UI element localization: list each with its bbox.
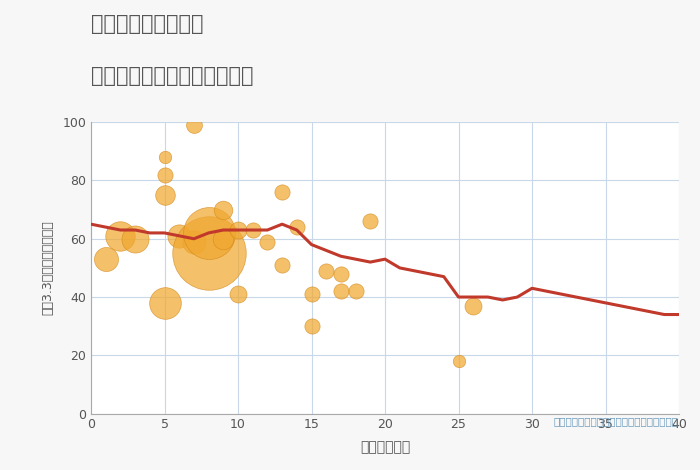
Point <box>188 238 199 245</box>
Point <box>365 218 376 225</box>
Point <box>247 226 258 234</box>
X-axis label: 築年数（年）: 築年数（年） <box>360 440 410 454</box>
Point <box>276 261 288 269</box>
Point <box>218 206 229 213</box>
Point <box>232 290 244 298</box>
Point <box>262 238 273 245</box>
Point <box>159 171 170 179</box>
Point <box>174 232 185 240</box>
Point <box>350 288 361 295</box>
Point <box>203 250 214 257</box>
Point <box>232 226 244 234</box>
Point <box>115 232 126 240</box>
Point <box>159 153 170 161</box>
Point <box>468 302 479 310</box>
Point <box>306 322 317 330</box>
Text: 築年数別中古マンション価格: 築年数別中古マンション価格 <box>91 66 253 86</box>
Point <box>306 290 317 298</box>
Point <box>218 235 229 243</box>
Point <box>291 223 302 231</box>
Point <box>130 235 141 243</box>
Point <box>100 255 111 263</box>
Point <box>335 270 346 277</box>
Text: 円の大きさは、取引のあった物件面積を示す: 円の大きさは、取引のあった物件面積を示す <box>554 416 679 426</box>
Point <box>188 121 199 129</box>
Point <box>276 188 288 196</box>
Point <box>203 229 214 237</box>
Text: 三重県松阪市豊原町: 三重県松阪市豊原町 <box>91 14 204 34</box>
Point <box>321 267 332 274</box>
Y-axis label: 坪（3.3㎡）単価（万円）: 坪（3.3㎡）単価（万円） <box>41 220 54 315</box>
Point <box>159 299 170 306</box>
Point <box>335 288 346 295</box>
Point <box>453 357 464 365</box>
Point <box>159 191 170 199</box>
